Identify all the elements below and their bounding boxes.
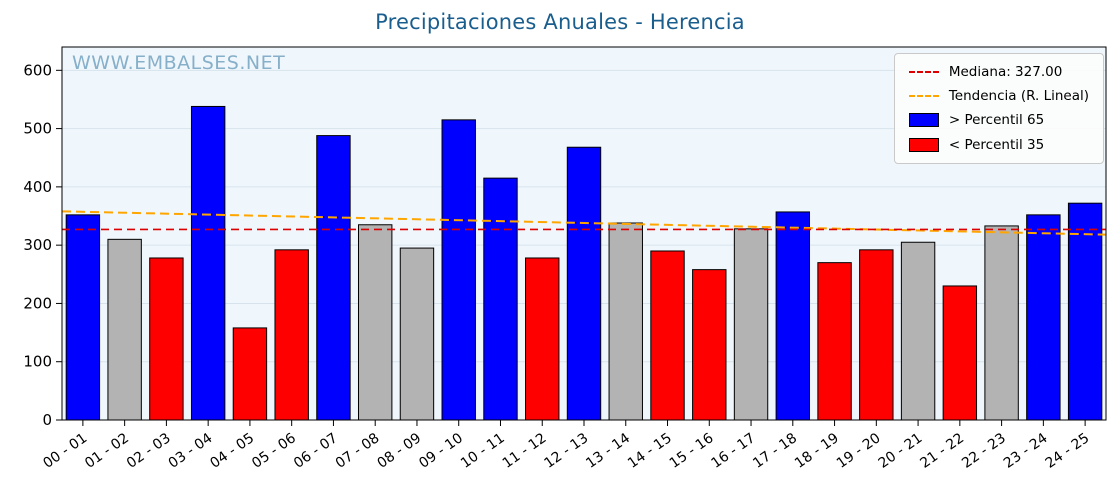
- x-tick-label: 17 - 18: [750, 430, 800, 472]
- bar-05-06: [274, 249, 309, 421]
- legend-entry-median: Mediana: 327.00: [908, 64, 1089, 80]
- legend-label-trend: Tendencia (R. Lineal): [948, 88, 1089, 105]
- legend: Mediana: 327.00 Tendencia (R. Lineal) > …: [893, 53, 1104, 164]
- chart-title: Precipitaciones Anuales - Herencia: [375, 10, 745, 34]
- x-tick-label: 18 - 19: [792, 430, 842, 472]
- bar-16-17: [733, 228, 769, 421]
- bar-24-25: [1067, 202, 1103, 421]
- x-tick-label: 20 - 21: [876, 430, 926, 472]
- bar-18-19: [817, 262, 852, 421]
- bar-07-08: [357, 224, 393, 421]
- bar-20-21: [900, 241, 936, 421]
- x-tick-label: 13 - 14: [583, 430, 633, 472]
- x-tick-label: 06 - 07: [291, 430, 341, 472]
- y-tick-label: 0: [42, 411, 52, 429]
- bar-00-01: [65, 214, 101, 421]
- x-tick-label: 01 - 02: [82, 430, 132, 472]
- x-tick-label: 22 - 23: [959, 430, 1009, 472]
- bar-02-03: [149, 257, 184, 421]
- bar-13-14: [608, 222, 643, 421]
- bar-19-20: [859, 249, 894, 421]
- p35-patch-swatch: [908, 137, 939, 152]
- x-tick-label: 03 - 04: [166, 430, 216, 472]
- x-tick-label: 10 - 11: [458, 430, 508, 472]
- bar-03-04: [190, 105, 226, 421]
- median-line-swatch: [908, 71, 939, 74]
- x-tick-label: 14 - 15: [625, 430, 675, 472]
- x-tick-label: 15 - 16: [667, 430, 717, 472]
- y-tick-label: 600: [23, 61, 52, 79]
- x-tick-label: 16 - 17: [709, 430, 759, 472]
- x-tick-label: 08 - 09: [374, 430, 424, 472]
- y-tick-label: 100: [23, 353, 52, 371]
- legend-entry-p65: > Percentil 65: [908, 112, 1089, 129]
- legend-entry-p35: < Percentil 35: [908, 136, 1089, 153]
- p65-patch-swatch: [908, 113, 939, 128]
- x-tick-label: 09 - 10: [416, 430, 466, 472]
- bar-08-09: [399, 247, 435, 421]
- trend-line: [61, 210, 1107, 236]
- x-tick-label: 05 - 06: [249, 430, 299, 472]
- x-tick-label: 23 - 24: [1001, 430, 1051, 472]
- x-tick-label: 12 - 13: [541, 430, 591, 472]
- bar-14-15: [650, 250, 685, 421]
- bar-17-18: [775, 211, 811, 421]
- y-tick-label: 400: [23, 178, 52, 196]
- x-tick-label: 21 - 22: [917, 430, 967, 472]
- y-tick-label: 200: [23, 294, 52, 312]
- bar-06-07: [316, 135, 351, 421]
- bar-23-24: [1026, 214, 1061, 421]
- watermark: WWW.EMBALSES.NET: [72, 52, 286, 74]
- bar-12-13: [566, 146, 602, 421]
- trend-line-swatch: [908, 95, 939, 98]
- bar-09-10: [441, 119, 476, 421]
- legend-entry-trend: Tendencia (R. Lineal): [908, 88, 1089, 105]
- x-tick-label: 07 - 08: [333, 430, 383, 472]
- legend-label-p35: < Percentil 35: [948, 136, 1045, 153]
- legend-label-p65: > Percentil 65: [948, 112, 1045, 129]
- x-tick-label: 19 - 20: [834, 430, 884, 472]
- x-tick-label: 24 - 25: [1043, 430, 1093, 472]
- bar-15-16: [692, 269, 727, 421]
- x-tick-label: 11 - 12: [500, 430, 550, 472]
- legend-label-median: Mediana: 327.00: [948, 64, 1063, 80]
- x-tick-label: 02 - 03: [124, 430, 174, 472]
- bar-01-02: [107, 238, 142, 421]
- bar-11-12: [525, 257, 560, 421]
- bar-22-23: [984, 225, 1019, 421]
- x-tick-label: 04 - 05: [207, 430, 257, 472]
- bar-04-05: [232, 327, 268, 421]
- y-tick-label: 300: [23, 236, 52, 254]
- bar-21-22: [942, 285, 978, 421]
- bar-10-11: [483, 177, 518, 421]
- y-tick-label: 500: [23, 120, 52, 138]
- x-tick-label: 00 - 01: [40, 430, 90, 472]
